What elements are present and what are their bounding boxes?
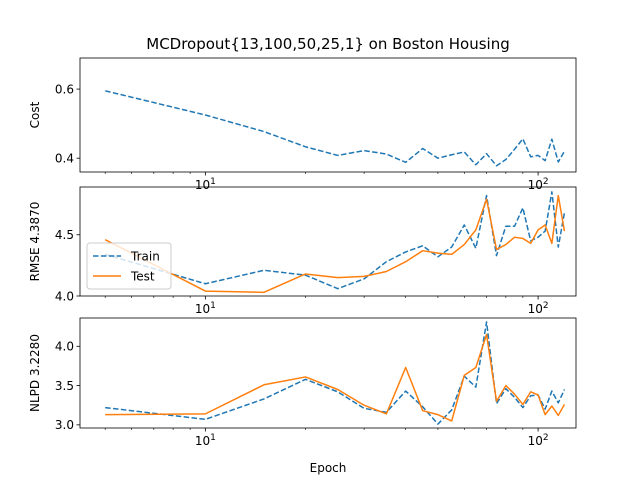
series-group [105,90,566,167]
y-tick-label-nlpd: 3.5 [55,379,74,393]
series-line-train-cost [105,90,566,167]
subplot-rmse: 4.0 4.5 101 102 RMSE 4.3870 [28,186,577,316]
legend: Train Test [86,242,172,290]
series-group [105,321,566,425]
y-tick-label-nlpd: 3.0 [55,418,74,432]
series-group [104,191,566,294]
subplots: 0.4 0.6 101 102 Cost 4.0 4.5 101 102 RMSE 4.3870 3… [28,57,577,448]
x-tick-label-rmse: 102 [528,301,549,316]
y-tick-label-rmse: 4.0 [55,289,74,303]
x-tick-label-nlpd: 101 [195,433,216,448]
subplot-nlpd: 3.0 3.5 4.0 101 102 NLPD 3.2280 [28,317,577,448]
series-line-test-rmse [104,194,566,294]
series-line-test-nlpd [105,333,566,422]
y-axis-label-nlpd: NLPD 3.2280 [28,334,42,412]
axes-frame-nlpd [79,317,577,429]
x-tick-label-rmse: 101 [195,301,216,316]
axes-frame-rmse [79,186,577,297]
x-tick-label-nlpd: 102 [528,433,549,448]
axes-frame-cost [79,57,577,173]
x-axis-label: Epoch [310,461,347,475]
legend-label-test: Test [130,269,155,283]
y-tick-label-nlpd: 4.0 [55,340,74,354]
y-axis-label-cost: Cost [28,101,42,128]
legend-box [86,242,172,290]
x-tick-label-cost: 101 [195,177,216,192]
y-tick-label-cost: 0.6 [55,82,74,96]
y-tick-label-cost: 0.4 [55,151,74,165]
chart-title: MCDropout{13,100,50,25,1} on Boston Hous… [146,35,509,53]
subplot-cost: 0.4 0.6 101 102 Cost [28,57,577,192]
y-tick-label-rmse: 4.5 [55,228,74,242]
y-axis-label-rmse: RMSE 4.3870 [28,202,42,282]
legend-label-train: Train [130,249,160,263]
x-tick-label-cost: 102 [528,177,549,192]
